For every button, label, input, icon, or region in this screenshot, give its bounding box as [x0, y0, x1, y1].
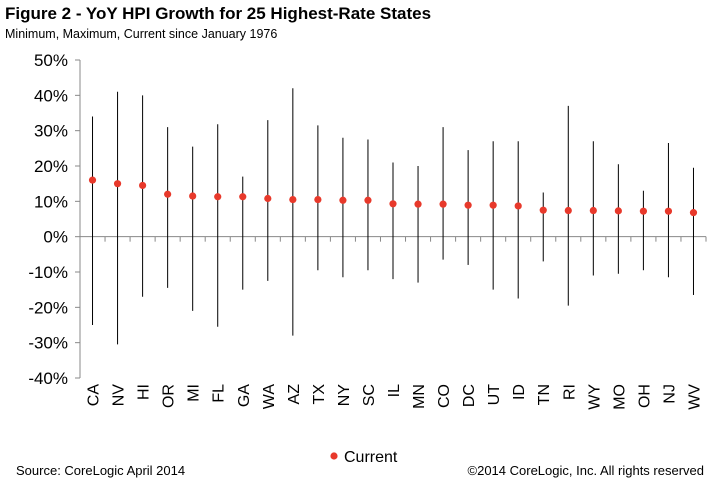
current-point-az [289, 195, 297, 204]
x-tick-label: NJ [661, 384, 678, 404]
current-point-mi [189, 192, 197, 200]
current-point-ut [489, 201, 497, 209]
x-tick-label: UT [486, 384, 503, 406]
current-point-hi [139, 181, 147, 190]
x-tick-label: GA [236, 384, 253, 407]
y-tick-label: -10% [28, 263, 68, 282]
range-lines [92, 88, 694, 345]
chart-subtitle: Minimum, Maximum, Current since January … [5, 27, 278, 41]
current-point-ca [88, 176, 97, 184]
x-tick-label: SC [361, 384, 378, 406]
current-point-tn [539, 206, 547, 214]
x-tick-label: AZ [286, 384, 303, 405]
legend: Current [330, 449, 398, 466]
y-tick-label: 50% [34, 51, 68, 70]
x-tick-label: FL [211, 384, 228, 403]
current-point-ga [239, 193, 247, 201]
legend-current-marker [330, 452, 338, 460]
current-point-oh [639, 207, 648, 215]
x-tick-label: OR [161, 384, 178, 408]
y-tick-label: -40% [28, 369, 68, 388]
current-point-ny [339, 196, 347, 204]
x-tick-label: HI [136, 384, 153, 400]
y-tick-label: 30% [34, 122, 68, 141]
current-point-mn [414, 200, 422, 208]
x-tick-labels: CA NV HI OR MI FL GA WA AZ TX NY SC IL MN CO DC UT ID TN RI… [86, 384, 704, 410]
current-point-wa [264, 194, 272, 203]
current-point-wy [589, 206, 597, 215]
x-tick-label: CO [436, 384, 453, 408]
y-tick-label: 10% [34, 192, 68, 211]
current-point-co [439, 200, 447, 208]
y-tick-label: -20% [28, 298, 68, 317]
current-point-fl [214, 193, 222, 201]
x-tick-label: MN [411, 384, 428, 409]
copyright-note: ©2014 CoreLogic, Inc. All rights reserve… [467, 463, 704, 478]
y-tick-label: -30% [28, 334, 68, 353]
current-point-ri [564, 206, 572, 215]
x-tick-label: WA [261, 384, 278, 410]
current-point-wv [689, 209, 698, 217]
y-tick-label: 20% [34, 157, 68, 176]
chart-title: Figure 2 - YoY HPI Growth for 25 Highest… [5, 4, 432, 23]
x-tick-label: WV [686, 384, 703, 410]
current-point-mo [614, 207, 622, 215]
x-tick-label: IL [386, 384, 403, 397]
y-tick-label: 0% [43, 228, 68, 247]
current-point-sc [364, 196, 372, 204]
y-axis: 50% 40% 30% 20% 10% 0% -10% -20% -30% -40% [28, 51, 81, 388]
x-tick-label: ID [511, 384, 528, 400]
x-tick-label: NY [336, 384, 353, 407]
x-tick-label: TX [311, 384, 328, 405]
source-note: Source: CoreLogic April 2014 [16, 463, 186, 478]
x-tick-label: CA [86, 384, 103, 407]
x-tick-label: WY [586, 384, 603, 410]
x-tick-label: RI [561, 384, 578, 400]
legend-current-label: Current [344, 449, 398, 466]
x-tick-label: NV [111, 384, 128, 407]
current-markers [88, 176, 698, 217]
x-tick-label: MO [611, 384, 628, 410]
current-point-tx [314, 195, 322, 204]
x-tick-label: MI [186, 384, 203, 402]
x-tick-label: TN [536, 384, 553, 405]
current-point-dc [464, 201, 472, 209]
current-point-il [389, 200, 397, 208]
current-point-nj [664, 207, 673, 215]
x-tick-label: OH [636, 384, 653, 408]
current-point-id [514, 202, 522, 210]
current-point-or [164, 190, 172, 198]
y-tick-label: 40% [34, 86, 68, 105]
x-tick-label: DC [461, 384, 478, 407]
current-point-nv [113, 180, 122, 188]
